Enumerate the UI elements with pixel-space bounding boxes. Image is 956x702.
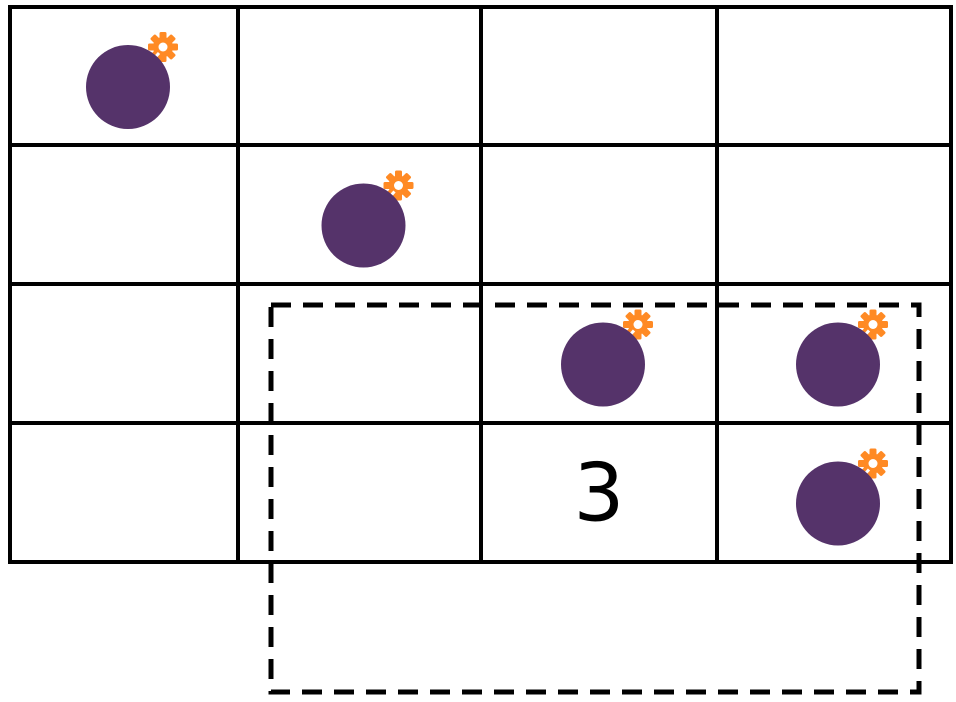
bomb-icon	[321, 170, 414, 273]
bomb-fuse-spark	[858, 309, 888, 340]
grid-cell[interactable]	[10, 7, 238, 145]
grid-cell[interactable]	[717, 145, 951, 284]
cell-number: 3	[574, 446, 625, 539]
grid-lines	[8, 5, 953, 564]
bomb-icon	[561, 309, 653, 412]
bomb-icon	[796, 309, 888, 412]
grid-cell[interactable]	[10, 284, 238, 423]
grid-cell[interactable]	[717, 7, 951, 145]
grid-cell[interactable]	[481, 7, 717, 145]
bomb-icon	[86, 32, 178, 134]
grid-cell[interactable]	[717, 423, 951, 562]
grid-cell[interactable]	[10, 423, 238, 562]
cells-layer: 3	[10, 7, 951, 562]
selection-highlight-box	[268, 302, 922, 695]
grid-cell[interactable]	[238, 7, 481, 145]
grid-cell[interactable]	[10, 145, 238, 284]
grid-cell[interactable]	[481, 145, 717, 284]
grid-cell[interactable]: 3	[481, 423, 717, 562]
bomb-icon	[796, 448, 888, 551]
grid-cell[interactable]	[238, 423, 481, 562]
grid-cell[interactable]	[238, 145, 481, 284]
